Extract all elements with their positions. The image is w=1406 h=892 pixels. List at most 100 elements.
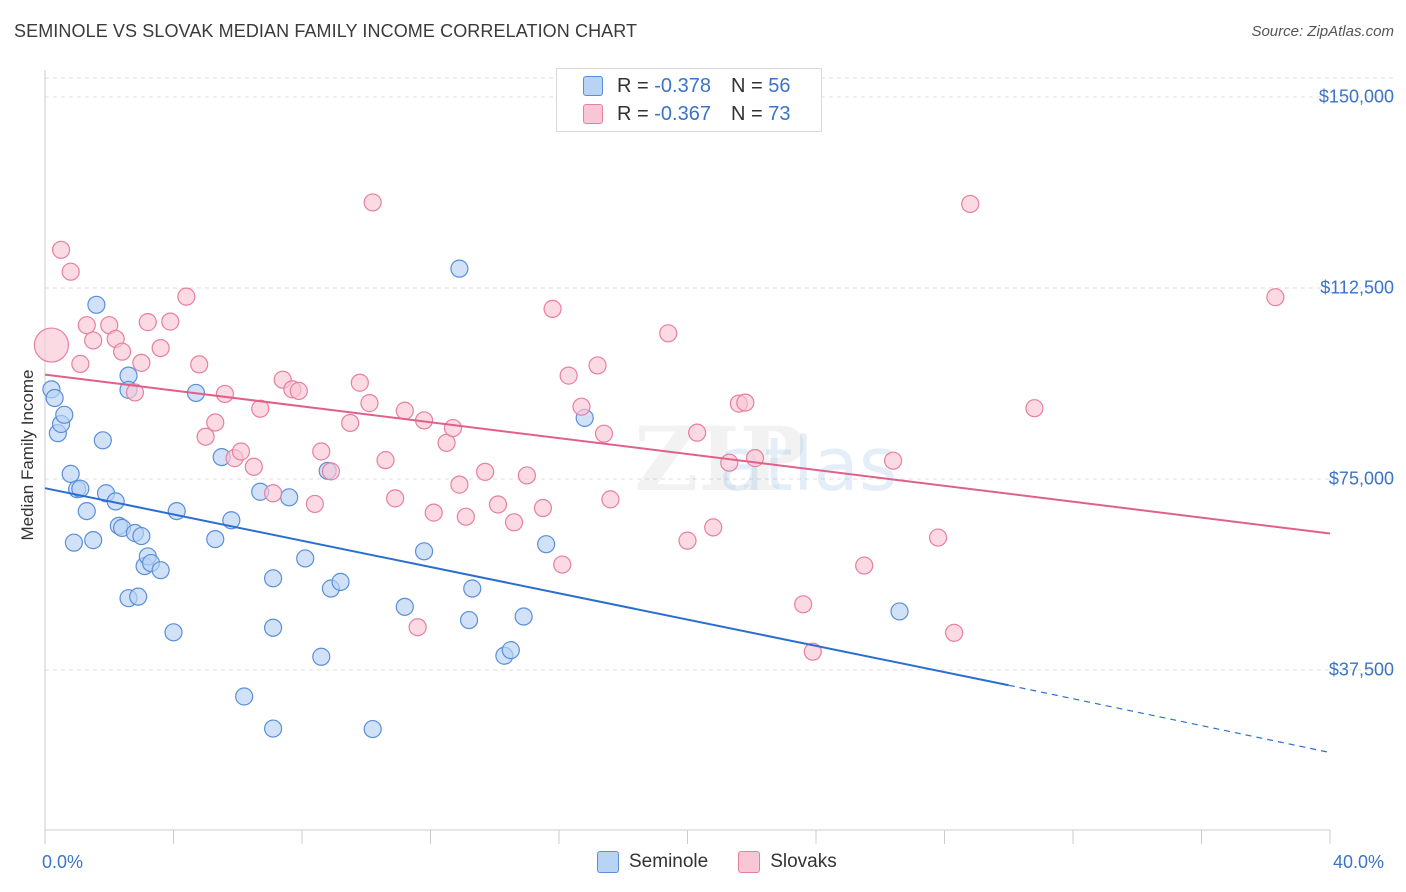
slovaks-point [450, 475, 469, 494]
seminole-trend-extension [1008, 684, 1331, 754]
seminole-point [84, 531, 103, 550]
slovaks-point [1025, 399, 1044, 418]
slovaks-point [883, 451, 903, 470]
legend-row-seminole: R = -0.378 N = 56 [557, 72, 790, 100]
slovaks-point [424, 503, 443, 522]
seminole-point [71, 479, 90, 498]
slovaks-point [206, 413, 225, 432]
seminole-point [263, 618, 283, 637]
seminole-point [151, 561, 170, 580]
slovaks-point [244, 457, 263, 476]
seminole-point [45, 388, 64, 408]
slovaks-point [376, 451, 395, 470]
x-tick-label-min: 0.0% [42, 852, 84, 872]
slovaks-point [803, 642, 822, 661]
slovaks-swatch [583, 104, 603, 124]
legend-r-value-seminole: -0.378 [654, 74, 711, 97]
slovaks-point [360, 394, 379, 413]
slovaks-point [659, 324, 678, 343]
seminole-point [263, 719, 283, 738]
seminole-point [312, 647, 331, 666]
x-tick-label-max: 40.0% [1333, 852, 1385, 872]
slovaks-point [151, 339, 170, 358]
y-tick-label: $112,500 [1320, 277, 1394, 298]
slovaks-point [443, 418, 463, 438]
seminole-point [537, 535, 556, 554]
slovaks-point [559, 366, 578, 385]
slovaks-point [553, 555, 572, 574]
correlation-legend: R = -0.378 N = 56 R = -0.367 N = 73 [556, 68, 822, 132]
seminole-point [890, 602, 909, 621]
seminole-point [395, 597, 414, 616]
slovaks-point [61, 262, 80, 281]
slovaks-point [305, 494, 324, 514]
slovaks-point [533, 498, 553, 518]
slovaks-point [476, 462, 495, 481]
slovaks-point [736, 393, 755, 412]
slovaks-point [720, 453, 739, 472]
seminole-point [235, 687, 254, 706]
series-legend: Seminole Slovaks [597, 851, 867, 873]
slovaks-point [386, 489, 405, 508]
chart-title: SEMINOLE VS SLOVAK MEDIAN FAMILY INCOME … [14, 21, 638, 41]
slovaks-point [456, 507, 475, 526]
seminole-swatch [583, 76, 603, 96]
y-tick-label: $37,500 [1328, 659, 1394, 680]
legend-r-label: R = [617, 74, 649, 97]
seminole-point [280, 488, 299, 507]
seminole-point [55, 405, 74, 424]
seminole-point [463, 579, 482, 598]
slovaks-point [945, 623, 964, 642]
slovaks-point [572, 397, 591, 416]
seminole-point [132, 526, 151, 546]
y-axis-title: Median Family Income [18, 369, 37, 541]
slovaks-point [231, 442, 251, 461]
legend-n-label: N = [730, 102, 763, 125]
slovaks-point [350, 373, 369, 392]
slovaks-point [517, 466, 536, 485]
slovaks-point [263, 484, 283, 503]
slovaks-point [196, 427, 215, 446]
slovaks-point [215, 384, 234, 404]
legend-row-slovaks: R = -0.367 N = 73 [557, 100, 790, 128]
legend-r-label: R = [617, 102, 649, 125]
slovaks-point [504, 513, 524, 532]
seminole-point [363, 719, 382, 739]
slovaks-point [794, 595, 813, 614]
slovaks-point [51, 240, 71, 259]
slovaks-point [84, 331, 103, 350]
seminole-point [93, 431, 112, 450]
slovaks-point [704, 518, 723, 537]
legend-n-value-seminole: 56 [768, 74, 791, 97]
slovaks-swatch [738, 851, 761, 873]
slovaks-point [321, 462, 341, 481]
slovaks-point [112, 342, 132, 361]
slovaks-point [161, 312, 180, 331]
seminole-swatch [597, 851, 619, 873]
series-legend-seminole: Seminole [597, 851, 708, 873]
slovaks-point [125, 383, 145, 402]
legend-r-value-slovaks: -0.367 [654, 102, 711, 125]
seminole-point [501, 641, 520, 660]
slovaks-point [190, 355, 209, 374]
slovaks-point [395, 401, 414, 420]
seminole-point [459, 610, 479, 630]
slovaks-point [1266, 288, 1285, 307]
slovaks-point [341, 413, 360, 433]
seminole-point [331, 572, 350, 591]
seminole-point [129, 587, 148, 606]
slovaks-point [588, 356, 607, 375]
slovaks-point [177, 287, 196, 306]
seminole-point [450, 259, 469, 278]
slovaks-point [678, 531, 697, 550]
slovaks-point [33, 327, 70, 363]
seminole-point [414, 542, 434, 561]
y-tick-label: $150,000 [1318, 86, 1394, 107]
slovaks-point [132, 353, 151, 372]
seminole-point [514, 607, 533, 626]
legend-n-value-slovaks: 73 [768, 102, 791, 125]
slovaks-point [594, 424, 614, 443]
y-tick-label: $75,000 [1328, 468, 1394, 489]
watermark: atlas [719, 422, 898, 508]
seminole-point [61, 464, 80, 484]
